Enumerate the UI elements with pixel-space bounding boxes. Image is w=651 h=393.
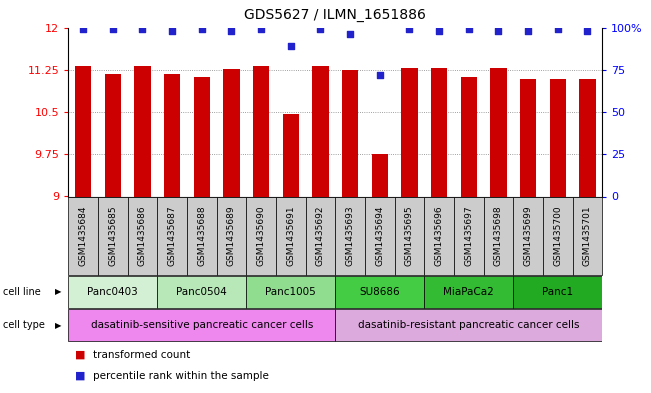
Bar [223,69,240,196]
Point [464,26,474,32]
Text: GSM1435694: GSM1435694 [375,206,384,266]
Bar [513,196,543,275]
Bar [246,276,335,308]
Text: Panc0403: Panc0403 [87,287,138,297]
Bar [68,309,335,341]
Bar [98,196,128,275]
Point [197,26,207,32]
Text: Panc1: Panc1 [542,287,574,297]
Bar [520,79,536,196]
Text: cell line: cell line [3,287,41,297]
Text: GSM1435689: GSM1435689 [227,206,236,266]
Bar [431,68,447,196]
Bar [365,196,395,275]
Point [137,26,148,32]
Text: ■: ■ [75,350,85,360]
Bar [549,79,566,196]
Text: SU8686: SU8686 [359,287,400,297]
Bar [342,70,358,196]
Point [553,26,563,32]
Bar [276,196,305,275]
Text: ▶: ▶ [55,287,62,296]
Bar [572,196,602,275]
Bar [335,309,602,341]
Text: GSM1435695: GSM1435695 [405,206,414,266]
Text: GSM1435690: GSM1435690 [256,206,266,266]
Point [256,26,266,32]
Text: GSM1435688: GSM1435688 [197,206,206,266]
Text: Panc0504: Panc0504 [176,287,227,297]
Bar [283,114,299,196]
Point [107,26,118,32]
Bar [424,276,513,308]
Text: GSM1435696: GSM1435696 [435,206,443,266]
Bar [401,68,417,196]
Text: cell type: cell type [3,320,45,330]
Bar [490,68,506,196]
Bar [217,196,246,275]
Text: percentile rank within the sample: percentile rank within the sample [93,371,269,381]
Text: GSM1435692: GSM1435692 [316,206,325,266]
Text: GSM1435685: GSM1435685 [108,206,117,266]
Bar [164,74,180,196]
Text: GSM1435691: GSM1435691 [286,206,296,266]
Bar [335,196,365,275]
Text: GSM1435693: GSM1435693 [346,206,355,266]
Text: ▶: ▶ [55,321,62,330]
Text: transformed count: transformed count [93,350,190,360]
Point [434,28,444,34]
Text: GSM1435684: GSM1435684 [79,206,88,266]
Text: Panc1005: Panc1005 [266,287,316,297]
Bar [134,66,150,196]
Bar [372,154,388,196]
Bar [484,196,513,275]
Point [227,28,237,34]
Text: dasatinib-sensitive pancreatic cancer cells: dasatinib-sensitive pancreatic cancer ce… [90,320,313,330]
Bar [335,276,424,308]
Text: MiaPaCa2: MiaPaCa2 [443,287,494,297]
Text: GSM1435699: GSM1435699 [523,206,533,266]
Point [345,31,355,37]
Bar [158,196,187,275]
Bar [424,196,454,275]
Bar [75,66,91,196]
Point [78,26,89,32]
Text: GDS5627 / ILMN_1651886: GDS5627 / ILMN_1651886 [244,7,426,22]
Bar [246,196,276,275]
Point [167,28,177,34]
Bar [395,196,424,275]
Text: ■: ■ [75,371,85,381]
Point [315,26,326,32]
Point [404,26,415,32]
Point [493,28,504,34]
Bar [68,276,158,308]
Text: GSM1435698: GSM1435698 [494,206,503,266]
Bar [187,196,217,275]
Bar [253,66,270,196]
Point [582,28,592,34]
Bar [460,77,477,196]
Point [286,43,296,49]
Bar [68,196,98,275]
Bar [513,276,602,308]
Bar [305,196,335,275]
Bar [158,276,246,308]
Bar [579,79,596,196]
Bar [105,74,121,196]
Text: GSM1435687: GSM1435687 [168,206,176,266]
Text: GSM1435686: GSM1435686 [138,206,147,266]
Bar [193,77,210,196]
Bar [543,196,572,275]
Point [374,72,385,78]
Text: GSM1435701: GSM1435701 [583,206,592,266]
Point [523,28,533,34]
Text: GSM1435700: GSM1435700 [553,206,562,266]
Bar [454,196,484,275]
Bar [128,196,158,275]
Bar [312,66,329,196]
Text: dasatinib-resistant pancreatic cancer cells: dasatinib-resistant pancreatic cancer ce… [358,320,579,330]
Text: GSM1435697: GSM1435697 [464,206,473,266]
